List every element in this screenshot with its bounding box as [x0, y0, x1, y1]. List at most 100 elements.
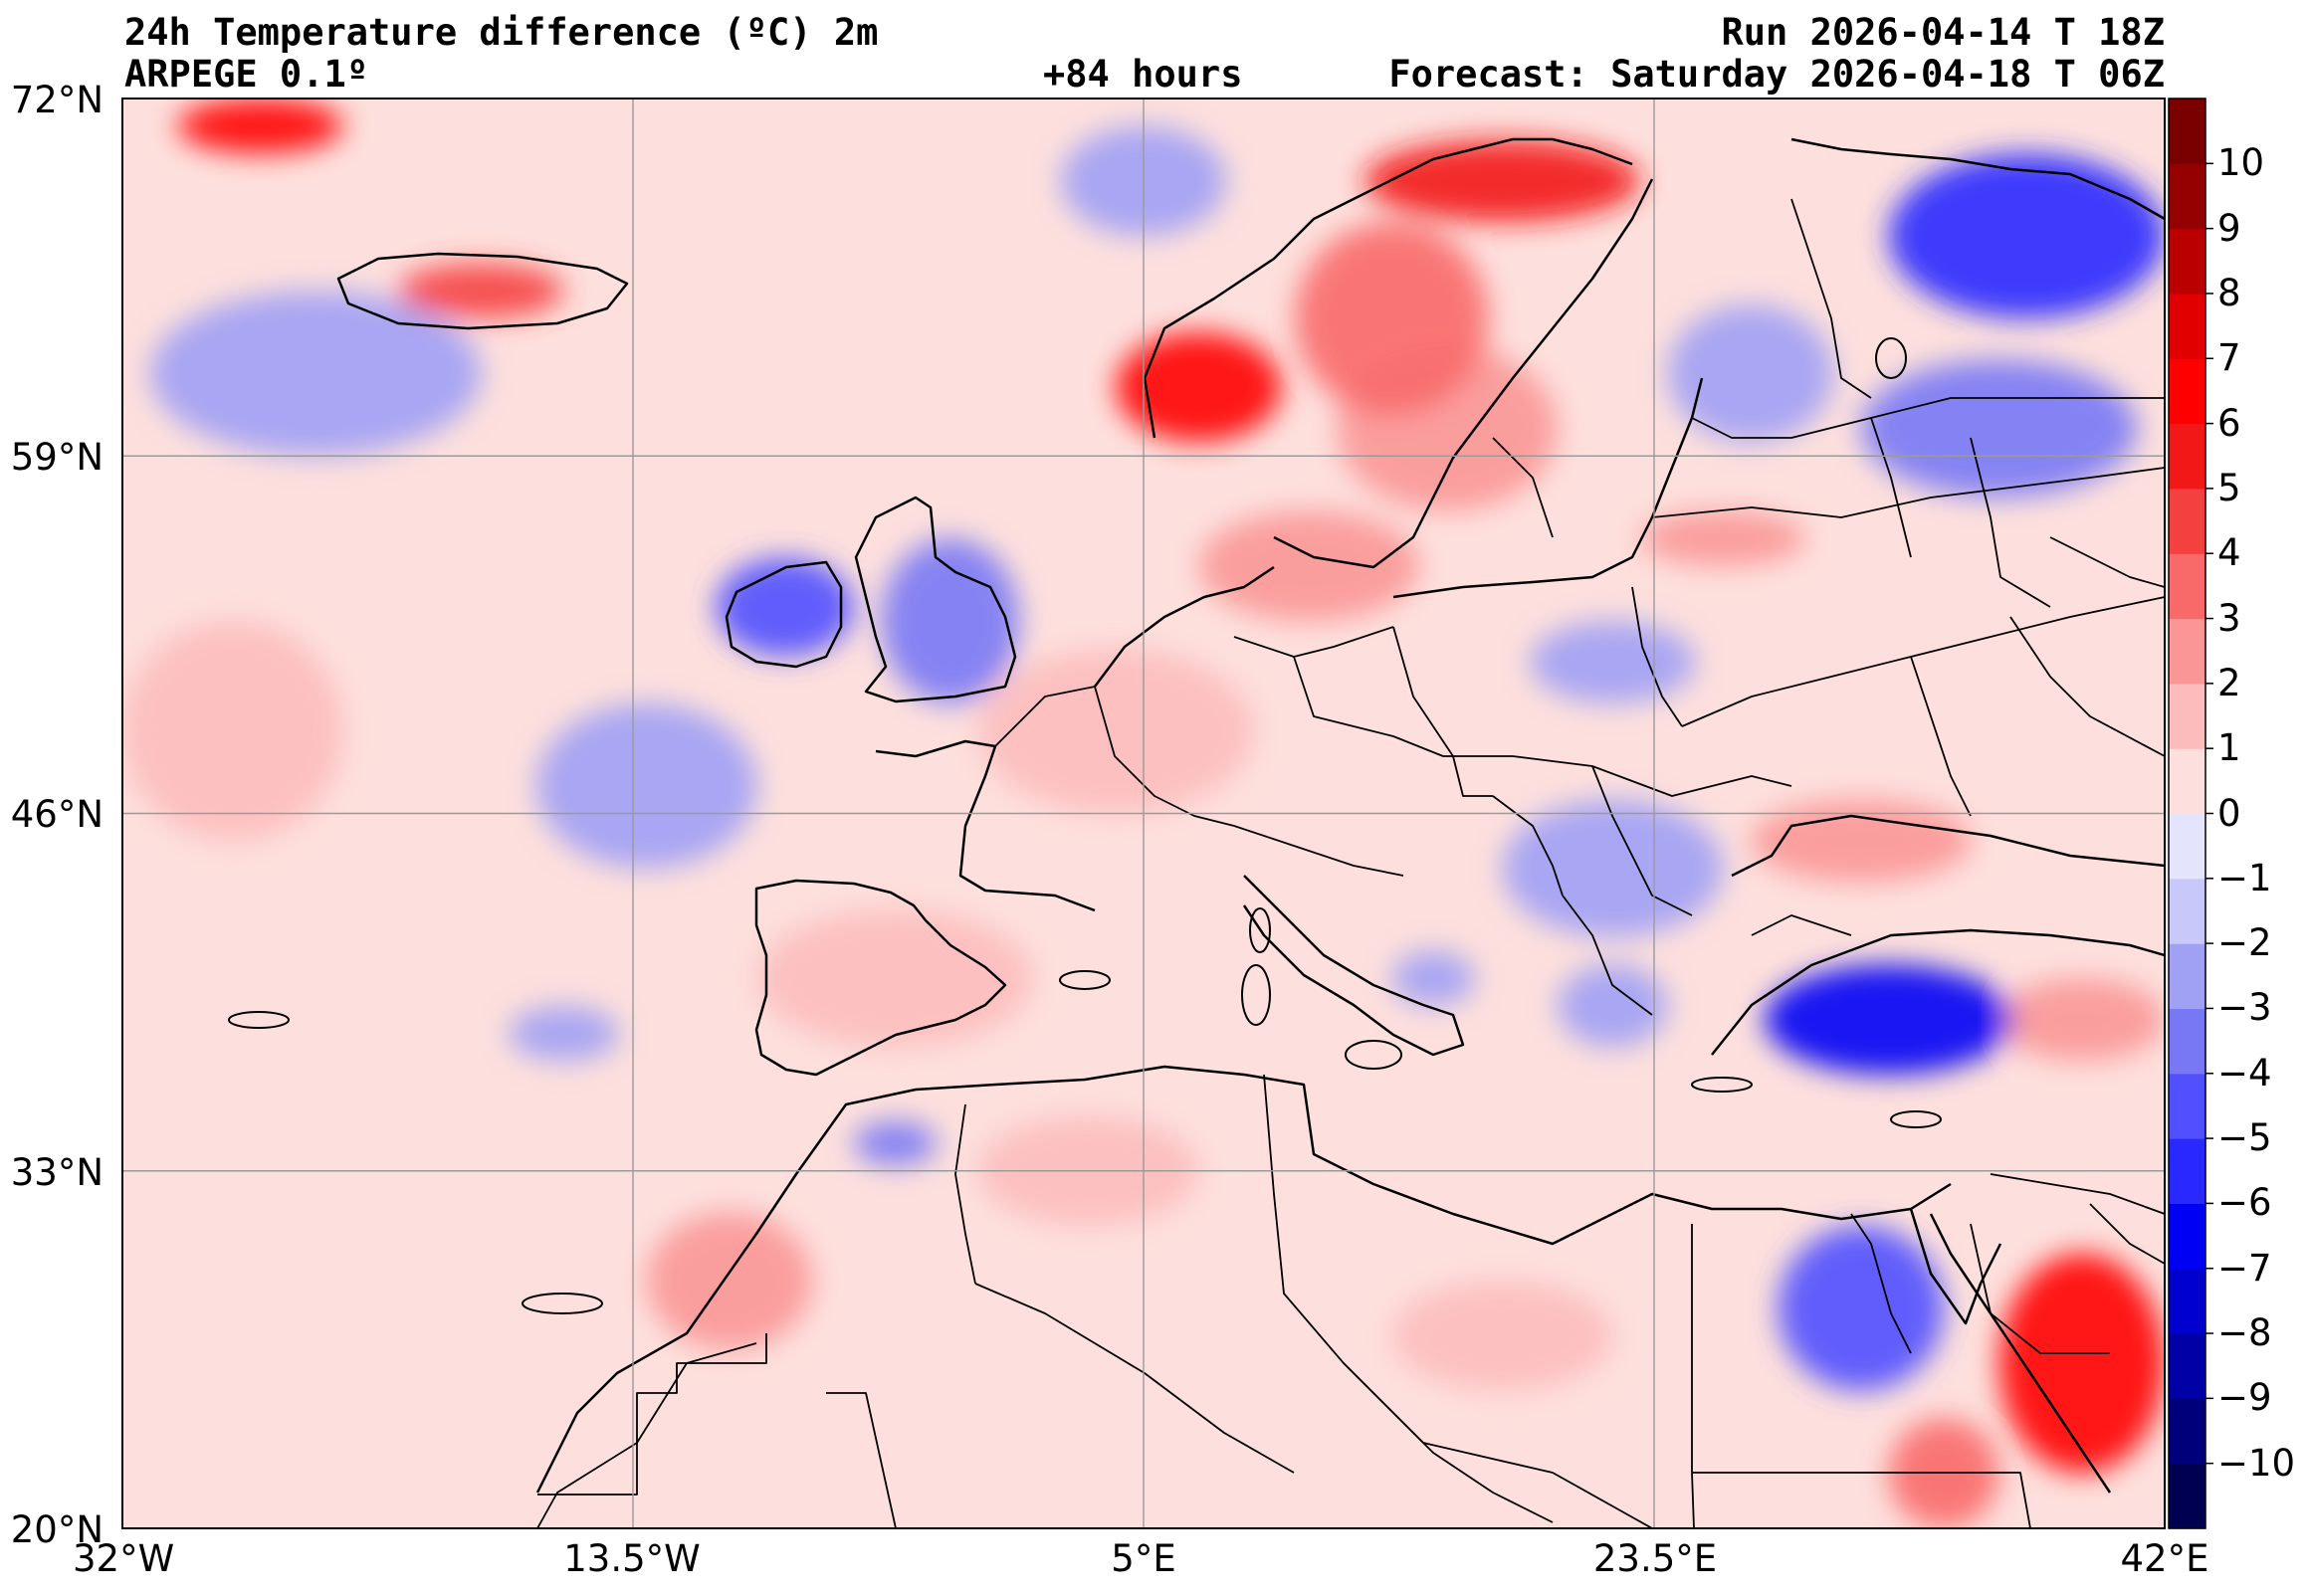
border-path: [1392, 626, 1454, 757]
anomaly-blob: [756, 909, 1034, 1048]
colorbar-label: −9: [2217, 1376, 2272, 1420]
balearic-islands: [1059, 970, 1111, 990]
italy-coast: [1242, 875, 1465, 1057]
colorbar-label: −5: [2217, 1116, 2272, 1160]
border-path: [1492, 795, 1564, 897]
baltic-coast: [1392, 377, 1704, 599]
colorbar-label: −4: [2217, 1051, 2272, 1095]
anomaly-blob: [1198, 510, 1420, 622]
colorbar-swatch: [2169, 1268, 2205, 1334]
colorbar-swatch: [2169, 228, 2205, 295]
border-path: [954, 1103, 976, 1285]
lat-label-46: 46°N: [10, 793, 104, 836]
border-path: [1790, 198, 1872, 399]
lat-label-20: 20°N: [10, 1508, 104, 1551]
lon-label-32w: 32°W: [73, 1537, 175, 1580]
lon-label-23-5e: 23.5°E: [1592, 1537, 1718, 1580]
border-path: [2089, 1203, 2165, 1265]
russia-coast: [1790, 137, 2165, 221]
anomaly-blob: [1764, 964, 2013, 1076]
anomaly-blob: [509, 1005, 620, 1062]
colorbar-label: 2: [2217, 661, 2241, 704]
sicily-island: [1345, 1040, 1402, 1070]
border-path: [1233, 825, 1404, 877]
border-path: [1094, 686, 1235, 827]
anomaly-blob: [1751, 799, 1972, 883]
sweden-coast: [1273, 178, 1654, 569]
anomaly-blob: [716, 557, 854, 657]
border-path: [1651, 467, 2165, 518]
colorbar-label: −6: [2217, 1181, 2272, 1225]
border-path: [1512, 755, 1792, 797]
colorbar-label: 6: [2217, 401, 2241, 445]
border-path: [1452, 755, 1493, 797]
border-path: [1233, 626, 1394, 658]
anomaly-blob: [1557, 964, 1668, 1048]
colorbar-swatch: [2169, 163, 2205, 230]
north-africa-coast: [535, 1065, 1952, 1494]
colorbar-label: −3: [2217, 986, 2272, 1030]
cyprus-island: [1890, 1110, 1942, 1128]
border-path: [1870, 417, 1912, 558]
colorbar-swatch: [2169, 683, 2205, 749]
anomaly-blob: [535, 702, 757, 869]
border-path: [2009, 616, 2165, 757]
colorbar-label: 10: [2217, 141, 2265, 185]
border-path: [1692, 1472, 2031, 1528]
anomaly-blob: [1530, 621, 1696, 703]
border-path: [1970, 1223, 2110, 1354]
graticule: [122, 99, 2165, 1528]
sardinia-island: [1241, 964, 1271, 1026]
colorbar-label: −10: [2217, 1441, 2296, 1485]
corsica-island: [1249, 907, 1271, 953]
border-path: [1293, 656, 1513, 757]
border-path: [1691, 397, 2165, 439]
iberia-coast: [754, 879, 1007, 1077]
anomaly-blob: [1391, 1281, 1613, 1391]
colorbar-label: 5: [2217, 466, 2241, 509]
map-frame: [121, 98, 2166, 1529]
anomaly-blob: [1888, 153, 2165, 319]
colorbar-swatch: [2169, 1203, 2205, 1270]
lakes-and-islands: [228, 337, 1942, 1314]
colorbar-label: 7: [2217, 336, 2241, 380]
border-path: [1562, 895, 1653, 1016]
colorbar-swatch: [2169, 99, 2205, 164]
colorbar-swatch: [2169, 748, 2205, 815]
crete-island: [1691, 1077, 1753, 1093]
colorbar-swatch: [2169, 1138, 2205, 1205]
colorbar-label: 8: [2217, 271, 2241, 314]
colorbar-label: 3: [2217, 596, 2241, 640]
turkey-coast: [1711, 928, 2165, 1056]
border-path: [1850, 1213, 1912, 1354]
anomaly-blob: [1295, 222, 1489, 415]
border-path: [537, 1333, 767, 1496]
colorbar-swatch: [2169, 813, 2205, 880]
colorbar-swatch: [2169, 1463, 2205, 1529]
britain-coast: [854, 496, 1017, 703]
colorbar-swatch: [2169, 1008, 2205, 1075]
border-path: [1990, 1173, 2165, 1215]
colorbar-label: 0: [2217, 791, 2241, 835]
france-coast: [875, 739, 1096, 912]
anomaly-blob: [1998, 978, 2165, 1062]
lon-label-42e: 42°E: [2120, 1537, 2209, 1580]
colorbar-swatch: [2169, 1398, 2205, 1465]
border-path: [1751, 914, 1852, 936]
colorbar-swatch: [2169, 553, 2205, 620]
border-path: [1492, 437, 1554, 538]
colorbar-swatch: [2169, 488, 2205, 554]
border-path: [1343, 1362, 1653, 1528]
colorbar-swatch: [2169, 293, 2205, 359]
lat-label-72: 72°N: [10, 79, 104, 121]
lon-label-13-5w: 13.5°W: [563, 1537, 701, 1580]
colorbar-label: −8: [2217, 1311, 2272, 1355]
border-path: [1691, 1224, 1695, 1528]
sinai-coast: [1909, 1208, 2002, 1325]
colorbar-label: −1: [2217, 856, 2272, 899]
north-sea-coast: [1094, 565, 1275, 688]
iceland-coast: [336, 252, 629, 330]
colorbar-label: 4: [2217, 531, 2241, 575]
anomaly-blob: [1667, 304, 1834, 443]
anomaly-blob: [1640, 510, 1806, 566]
